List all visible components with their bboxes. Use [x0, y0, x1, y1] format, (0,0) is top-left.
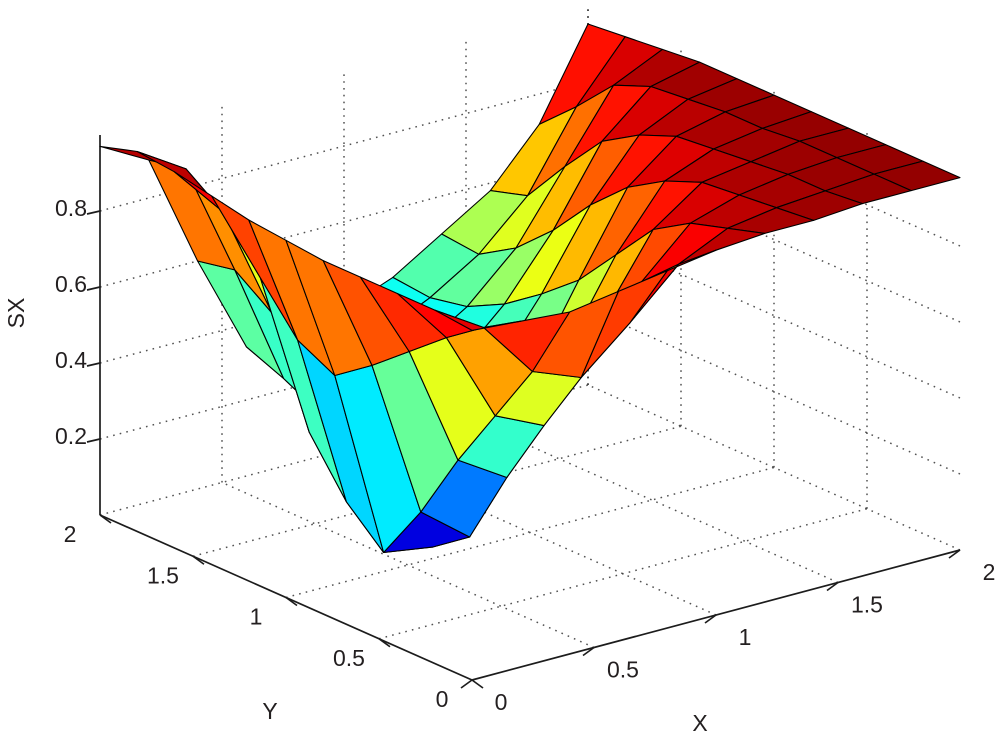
y-tick-label: 0.5	[333, 645, 365, 671]
z-tick-label: 0.8	[55, 195, 87, 221]
tick-labels: 0 0.5 1 1.5 2 0 0.5 1 1.5 2 0.2 0.4 0.6 0.8 X Y SX	[3, 195, 995, 736]
axis-ticks	[86, 210, 961, 689]
x-tick-label: 0.5	[607, 657, 639, 683]
z-tick-label: 0.6	[55, 271, 87, 297]
x-tick-label: 0	[495, 689, 508, 715]
x-tick-label: 1	[739, 624, 752, 650]
y-tick-label: 1.5	[147, 562, 179, 588]
y-tick-label: 2	[64, 521, 77, 547]
x-tick-label: 2	[983, 559, 996, 585]
z-axis-label: SX	[3, 298, 29, 329]
y-axis-label: Y	[262, 698, 277, 724]
z-tick-label: 0.4	[55, 347, 87, 373]
y-tick-label: 1	[250, 604, 263, 630]
x-tick-label: 1.5	[851, 592, 883, 618]
surface-quad	[434, 309, 522, 331]
x-axis-label: X	[692, 710, 707, 736]
surface-mesh	[99, 23, 961, 554]
y-tick-label: 0	[436, 686, 449, 712]
z-tick-label: 0.2	[55, 423, 87, 449]
